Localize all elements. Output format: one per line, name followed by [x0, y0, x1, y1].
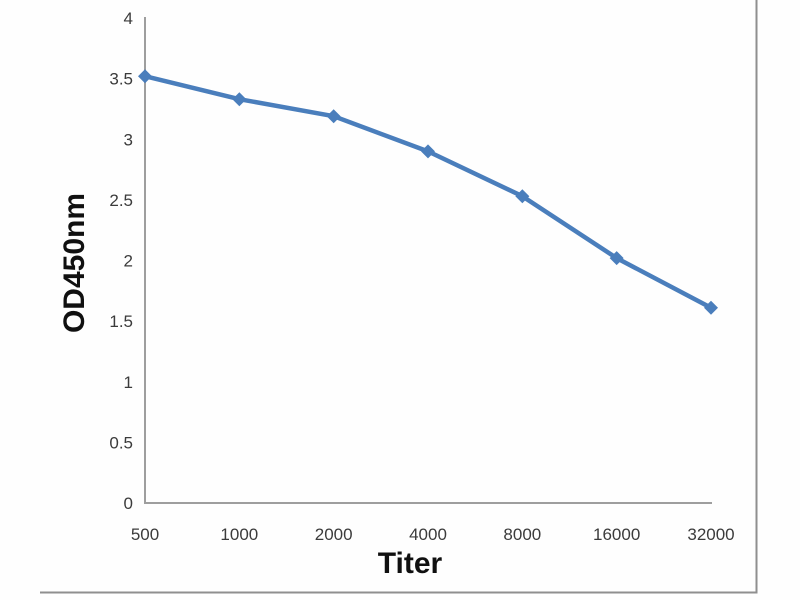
- data-point-marker: [138, 69, 152, 84]
- data-point-marker: [515, 189, 530, 204]
- y-tick-label: 2: [124, 252, 133, 271]
- y-tick-label: 3: [124, 130, 133, 149]
- y-tick-label: 4: [124, 9, 133, 28]
- data-point-marker: [232, 92, 247, 107]
- data-point-marker: [326, 109, 341, 124]
- y-tick-label: 2.5: [109, 191, 133, 210]
- x-tick-label: 500: [131, 525, 159, 544]
- y-tick-label: 0: [124, 494, 133, 513]
- x-tick-label: 16000: [593, 525, 640, 544]
- y-tick-label: 0.5: [109, 433, 133, 452]
- data-point-marker: [421, 144, 435, 159]
- series-line: [142, 73, 714, 311]
- data-point-marker: [609, 251, 624, 266]
- x-axis-tick-labels: 500 1000 2000 4000 8000 16000 32000: [131, 525, 735, 544]
- x-axis-title: Titer: [378, 547, 443, 580]
- y-axis-title: OD450nm: [58, 193, 91, 333]
- y-axis-tick-labels: 0 0.5 1 1.5 2 2.5 3 3.5 4: [109, 9, 133, 513]
- data-series: [138, 69, 718, 315]
- data-point-marker: [704, 300, 718, 315]
- y-tick-label: 1: [124, 373, 133, 392]
- x-tick-label: 32000: [687, 525, 734, 544]
- x-tick-label: 8000: [503, 525, 541, 544]
- y-tick-label: 3.5: [109, 70, 133, 89]
- y-tick-label: 1.5: [109, 312, 133, 331]
- x-tick-label: 4000: [409, 525, 447, 544]
- x-tick-label: 1000: [220, 525, 258, 544]
- x-tick-label: 2000: [315, 525, 353, 544]
